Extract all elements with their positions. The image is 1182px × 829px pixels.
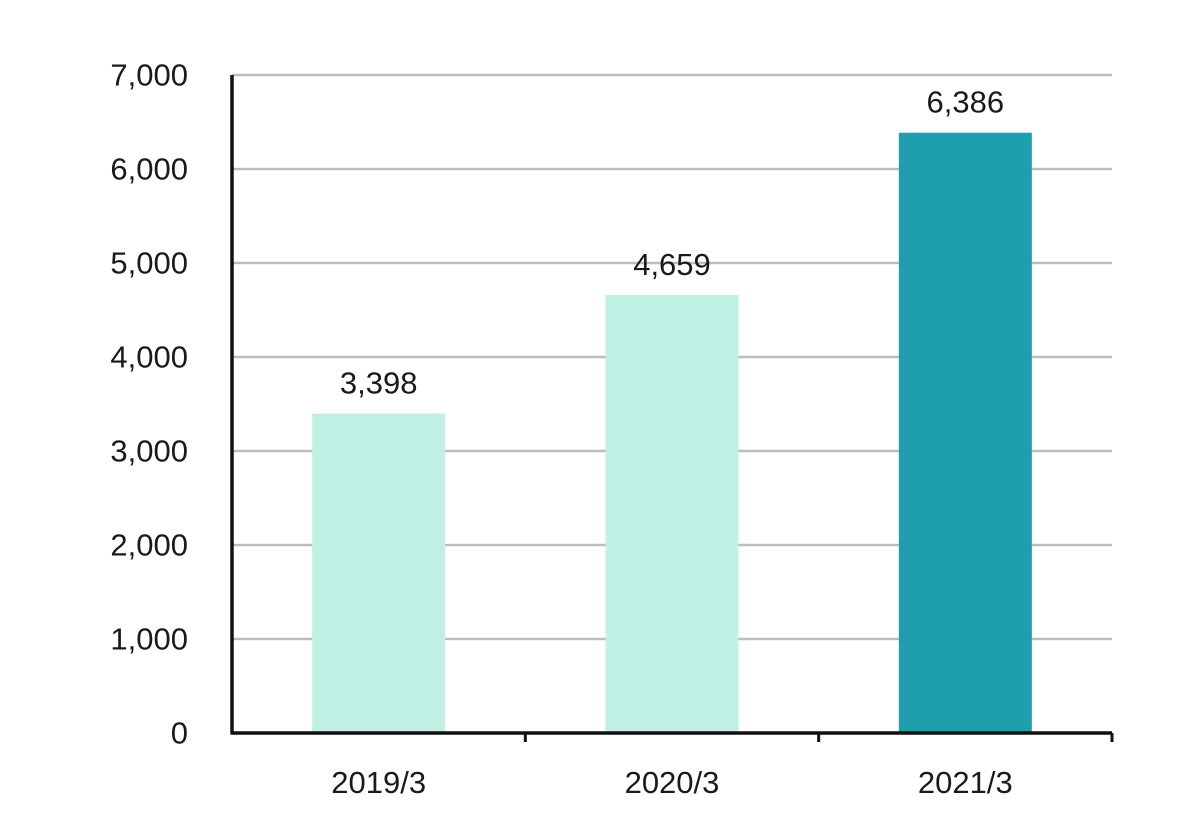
x-tick-label: 2020/3 xyxy=(625,765,720,800)
y-tick-label: 5,000 xyxy=(110,246,188,281)
x-tick-label: 2021/3 xyxy=(918,765,1013,800)
bar xyxy=(312,413,446,733)
data-label: 4,659 xyxy=(633,247,711,282)
bars xyxy=(312,132,1032,733)
y-tick-label: 3,000 xyxy=(110,434,188,469)
x-tick-label: 2019/3 xyxy=(331,765,426,800)
y-tick-label: 6,000 xyxy=(110,152,188,187)
axes xyxy=(230,75,1114,742)
y-tick-label: 1,000 xyxy=(110,622,188,657)
y-tick-label: 4,000 xyxy=(110,340,188,375)
data-label: 6,386 xyxy=(927,85,1005,120)
data-label: 3,398 xyxy=(340,366,418,401)
labels: 0 1,000 2,000 3,000 4,000 5,000 6,000 7,000 3,39… xyxy=(110,58,1012,801)
y-tick-label: 0 xyxy=(171,716,188,751)
y-tick-label: 2,000 xyxy=(110,528,188,563)
bar xyxy=(898,132,1032,733)
bar xyxy=(605,295,739,733)
y-tick-label: 7,000 xyxy=(110,58,188,93)
